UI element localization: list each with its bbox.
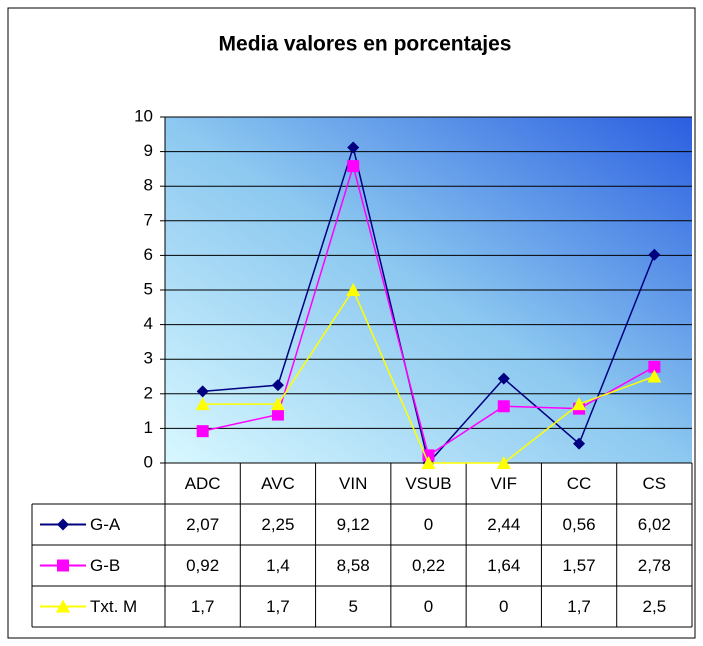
data-point: [270, 397, 285, 411]
x-tick-label: VIN: [339, 474, 367, 493]
table-cell: 0,22: [412, 556, 445, 575]
x-tick-label: AVC: [261, 474, 295, 493]
y-tick-label: 8: [144, 176, 153, 195]
table-cell: 1,7: [266, 597, 290, 616]
table-cell: 1,7: [567, 597, 591, 616]
x-tick-label: ADC: [185, 474, 221, 493]
table-cell: 1,4: [266, 556, 290, 575]
y-tick-label: 3: [144, 349, 153, 368]
data-point: [648, 360, 661, 373]
y-tick-label: 4: [144, 314, 153, 333]
table-cell: 0: [499, 597, 508, 616]
data-point: [347, 160, 360, 173]
data-point: [648, 248, 661, 261]
table-cell: 1,64: [487, 556, 520, 575]
y-tick-label: 7: [144, 210, 153, 229]
data-point: [271, 408, 284, 421]
legend-key-marker: [57, 518, 69, 531]
y-tick-label: 1: [144, 418, 153, 437]
data-point: [573, 437, 586, 450]
y-tick-label: 0: [144, 452, 153, 471]
x-tick-label: CS: [643, 474, 667, 493]
x-tick-label: CC: [567, 474, 592, 493]
table-cell: 0,92: [186, 556, 219, 575]
table-cell: 2,5: [643, 597, 667, 616]
table-cell: 8,58: [337, 556, 370, 575]
data-point: [497, 372, 510, 385]
data-point: [195, 397, 210, 411]
legend-label: G-A: [90, 515, 121, 534]
legend-label: G-B: [90, 556, 120, 575]
y-tick-label: 5: [144, 279, 153, 298]
x-tick-label: VSUB: [405, 474, 451, 493]
data-point: [347, 141, 360, 154]
table-cell: 0: [424, 597, 433, 616]
y-tick-label: 6: [144, 245, 153, 264]
table-cell: 2,25: [261, 515, 294, 534]
data-point: [346, 283, 361, 296]
legend-key-marker: [57, 559, 69, 572]
data-point: [271, 379, 284, 392]
legend-key-marker: [56, 599, 70, 613]
table-cell: 2,44: [487, 515, 520, 534]
data-point: [422, 449, 435, 462]
y-tick-label: 2: [144, 383, 153, 402]
data-point: [496, 456, 511, 469]
legend-label: Txt. M: [90, 597, 137, 616]
table-cell: 5: [348, 597, 357, 616]
data-point: [196, 425, 209, 438]
table-cell: 0,56: [563, 515, 596, 534]
table-cell: 0: [424, 515, 433, 534]
data-point: [572, 397, 587, 411]
chart-title: Media valores en porcentajes: [219, 33, 512, 56]
table-cell: 2,07: [186, 515, 219, 534]
y-tick-label: 10: [134, 106, 153, 125]
data-point: [196, 385, 209, 398]
y-tick-label: 9: [144, 141, 153, 160]
table-cell: 6,02: [638, 515, 671, 534]
data-point: [421, 456, 436, 469]
data-point: [647, 369, 662, 383]
table-cell: 2,78: [638, 556, 671, 575]
table-cell: 1,57: [563, 556, 596, 575]
x-tick-label: VIF: [491, 474, 517, 493]
data-point: [497, 400, 510, 413]
table-cell: 9,12: [337, 515, 370, 534]
table-cell: 1,7: [191, 597, 215, 616]
